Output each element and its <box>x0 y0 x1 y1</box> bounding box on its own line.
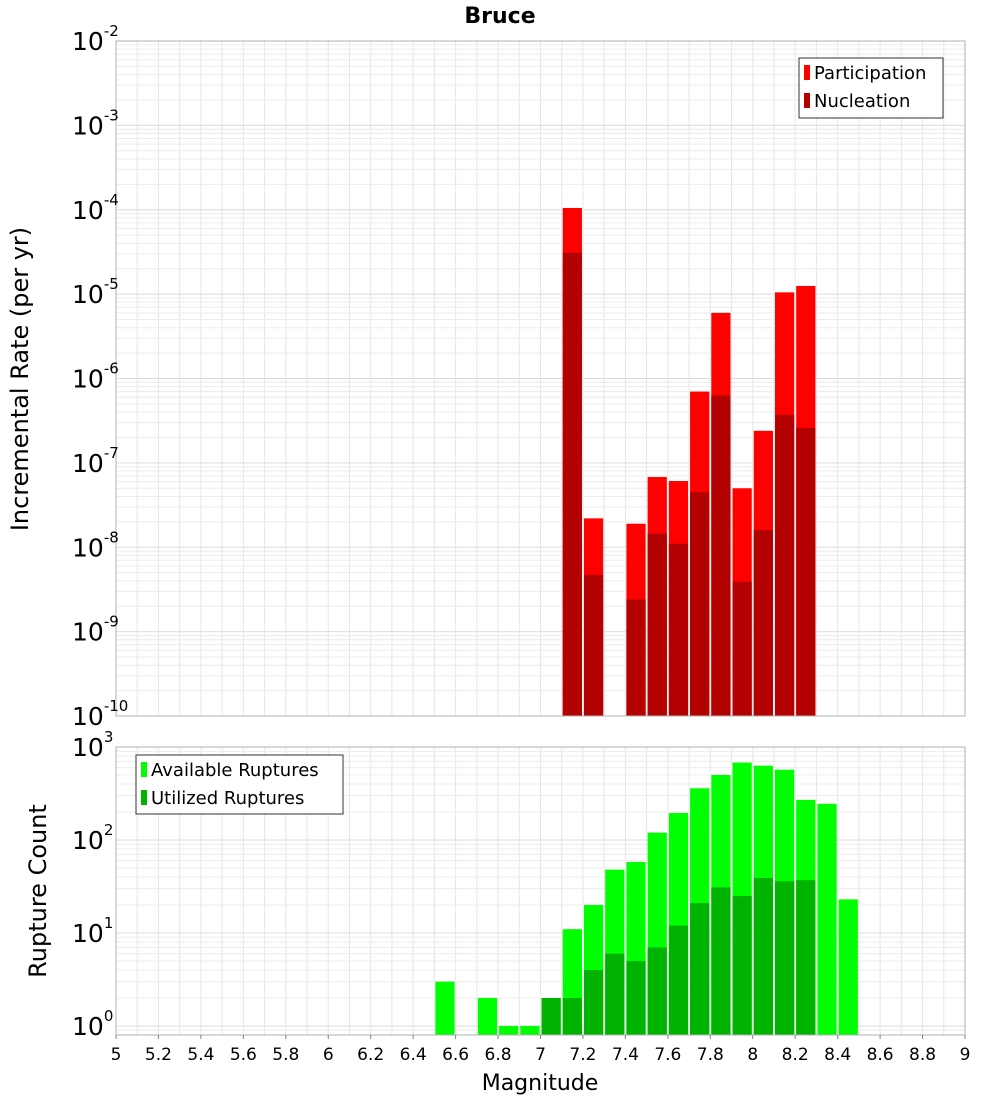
y-tick-label: 10-7 <box>72 444 119 478</box>
top-bars <box>562 207 816 716</box>
x-tick-label: 7.6 <box>654 1045 681 1065</box>
utilized-ruptures-bar <box>562 997 582 1035</box>
utilized-ruptures-bar <box>647 947 667 1035</box>
nucleation-bar <box>774 414 795 716</box>
bottom-y-tick-labels: 100 101 102 103 <box>72 728 113 1041</box>
x-axis-label: Magnitude <box>482 1071 599 1096</box>
top-panel: 10-10 10-9 10-8 10-7 10-6 10-5 10-4 10-3 10-2 In… <box>6 22 966 731</box>
legend-swatch <box>141 762 147 777</box>
top-y-axis-label: Incremental Rate (per yr) <box>6 227 34 531</box>
y-tick-label: 100 <box>72 1007 113 1041</box>
nucleation-bar <box>647 533 667 716</box>
bottom-panel: 100 101 102 103 5 5.2 5.4 5.6 5.8 6 6.2 6.4 6.6 6.8 7… <box>24 728 970 1096</box>
y-tick-label: 10-9 <box>72 613 119 647</box>
x-tick-label: 8.4 <box>824 1045 851 1065</box>
top-plot-frame <box>115 40 966 717</box>
utilized-ruptures-bar <box>626 960 646 1035</box>
top-y-tick-labels: 10-10 10-9 10-8 10-7 10-6 10-5 10-4 10-3 10-2 <box>72 22 128 731</box>
nucleation-bar <box>690 492 710 716</box>
y-tick-label: 10-4 <box>72 191 119 225</box>
x-tick-label: 5.4 <box>187 1045 214 1065</box>
bottom-bars <box>435 762 858 1035</box>
legend-swatch <box>141 790 147 805</box>
x-tick-label: 5.2 <box>145 1045 172 1065</box>
available-ruptures-bar <box>477 997 498 1035</box>
utilized-ruptures-bar <box>753 878 773 1035</box>
legend-label: Available Ruptures <box>151 760 319 781</box>
bottom-legend: Available Ruptures Utilized Ruptures <box>135 754 344 815</box>
x-tick-label: 6.8 <box>485 1045 512 1065</box>
y-tick-label: 103 <box>72 728 113 762</box>
legend-box <box>798 57 944 119</box>
x-tick-label: 8.6 <box>867 1045 894 1065</box>
x-tick-label: 5.8 <box>272 1045 299 1065</box>
nucleation-bar <box>668 543 689 716</box>
available-ruptures-bar <box>838 899 858 1035</box>
nucleation-bar <box>583 574 604 716</box>
x-tick-label: 5 <box>111 1045 122 1065</box>
y-tick-label: 10-3 <box>72 106 119 140</box>
y-tick-label: 101 <box>72 914 113 948</box>
legend-swatch <box>804 65 810 80</box>
nucleation-bar <box>753 530 773 716</box>
x-tick-label: 6.2 <box>357 1045 384 1065</box>
y-tick-label: 10-5 <box>72 275 119 309</box>
legend-swatch <box>804 93 810 108</box>
nucleation-bar <box>732 581 752 716</box>
utilized-ruptures-bar <box>541 997 561 1035</box>
y-tick-label: 10-2 <box>72 22 119 56</box>
available-ruptures-bar <box>520 1025 540 1035</box>
x-tick-label: 7.8 <box>697 1045 724 1065</box>
x-tick-label: 7.4 <box>612 1045 639 1065</box>
legend-label: Utilized Ruptures <box>151 788 304 809</box>
legend-box <box>135 754 344 815</box>
y-tick-label: 10-6 <box>72 360 119 394</box>
legend-label: Participation <box>814 63 926 84</box>
nucleation-bar <box>711 395 731 716</box>
utilized-ruptures-bar <box>583 969 604 1035</box>
nucleation-bar <box>562 252 582 716</box>
nucleation-bar <box>796 427 816 716</box>
x-tick-label: 8.8 <box>909 1045 936 1065</box>
utilized-ruptures-bar <box>796 880 816 1035</box>
x-tick-label: 6.6 <box>442 1045 469 1065</box>
bottom-y-axis-label: Rupture Count <box>24 804 52 978</box>
utilized-ruptures-bar <box>668 925 689 1035</box>
x-tick-label: 6.4 <box>400 1045 427 1065</box>
x-tick-label: 8.2 <box>782 1045 809 1065</box>
x-tick-label: 6 <box>323 1045 334 1065</box>
top-gridlines <box>115 41 966 717</box>
y-tick-label: 10-8 <box>72 528 119 562</box>
available-ruptures-bar <box>499 1025 519 1035</box>
x-tick-label: 8 <box>747 1045 758 1065</box>
x-tick-label: 5.6 <box>230 1045 257 1065</box>
utilized-ruptures-bar <box>690 903 710 1035</box>
utilized-ruptures-bar <box>605 953 625 1035</box>
available-ruptures-bar <box>817 803 837 1035</box>
utilized-ruptures-bar <box>711 887 731 1035</box>
top-legend: Participation Nucleation <box>798 57 944 119</box>
utilized-ruptures-bar <box>732 895 752 1035</box>
utilized-ruptures-bar <box>774 881 795 1035</box>
available-ruptures-bar <box>435 981 455 1035</box>
x-tick-label: 9 <box>960 1045 971 1065</box>
chart-title: Bruce <box>464 4 535 29</box>
nucleation-bar <box>626 599 646 716</box>
legend-label: Nucleation <box>814 91 910 112</box>
y-tick-label: 102 <box>72 821 113 855</box>
x-tick-label: 7 <box>535 1045 546 1065</box>
x-tick-labels: 5 5.2 5.4 5.6 5.8 6 6.2 6.4 6.6 6.8 7 7.2 7.4 7.6 7.8 8… <box>111 1035 971 1065</box>
x-tick-label: 7.2 <box>569 1045 596 1065</box>
y-tick-label: 10-10 <box>72 697 128 731</box>
